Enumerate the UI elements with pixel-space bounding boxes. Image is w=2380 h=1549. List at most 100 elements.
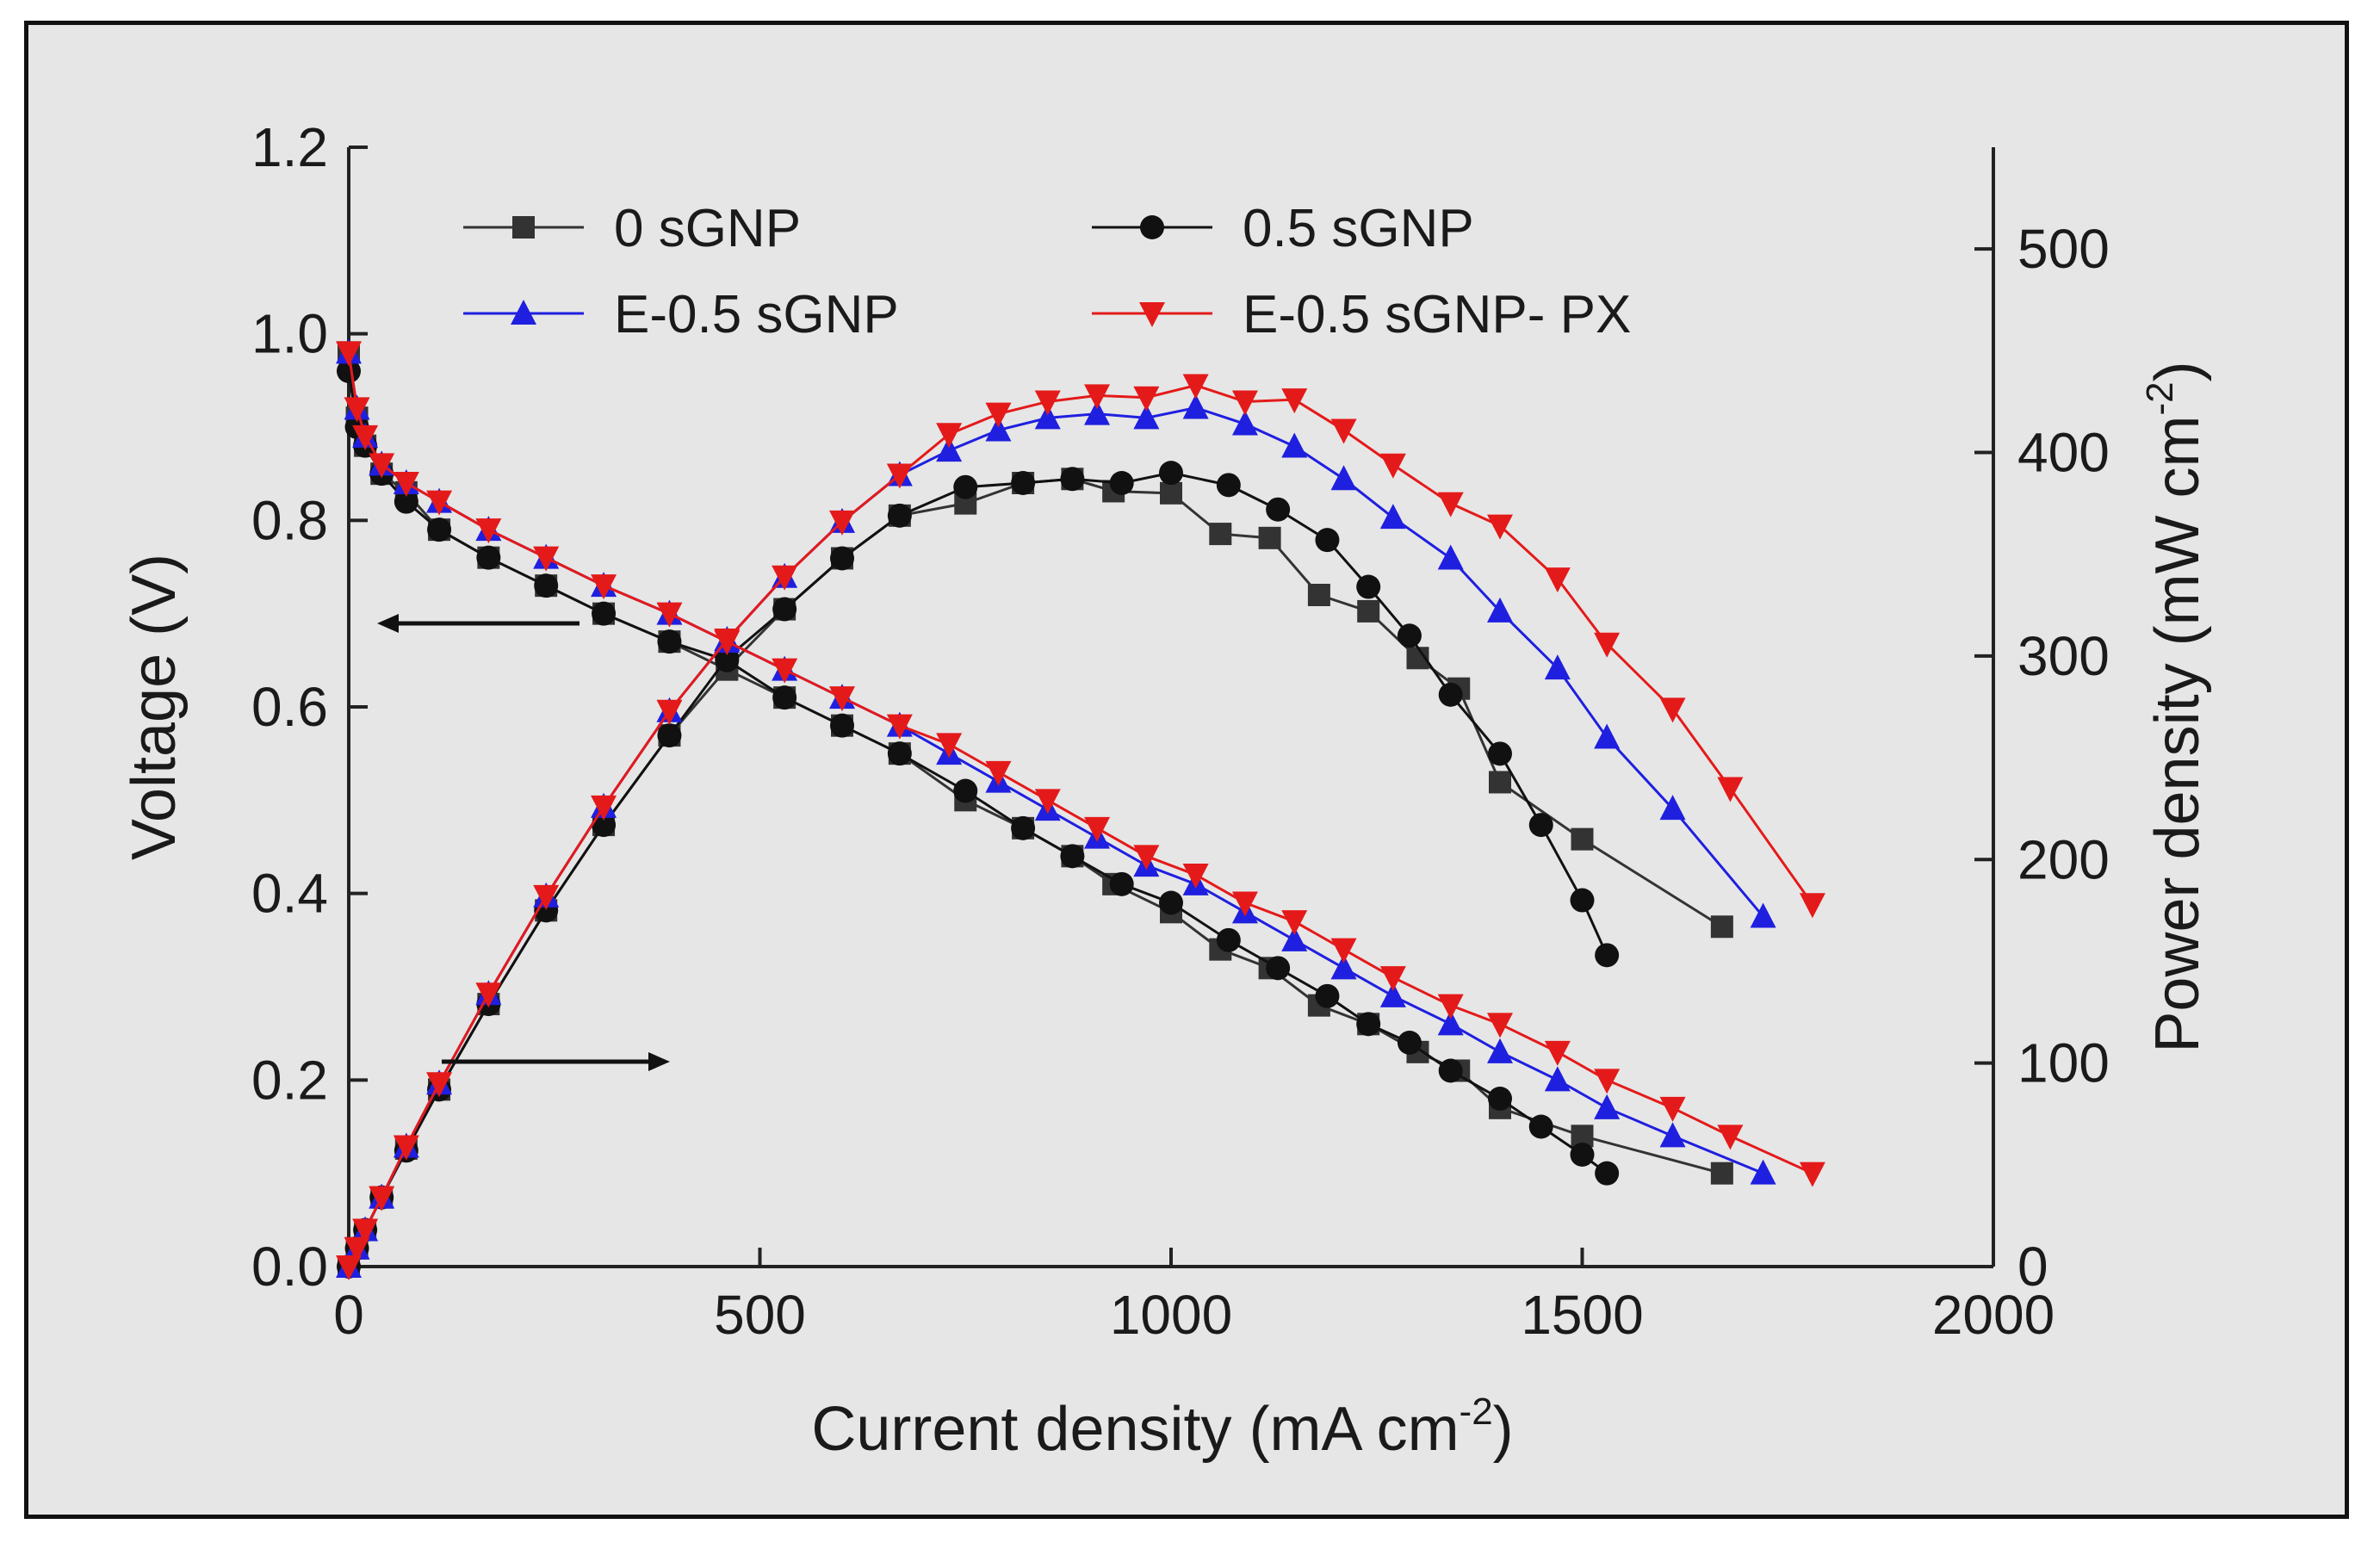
power-axis-arrow-head	[648, 1052, 670, 1071]
voltage-point	[886, 714, 913, 740]
legend-label: 0 sGNP	[614, 199, 801, 258]
voltage-point	[1159, 890, 1183, 915]
voltage-point	[591, 574, 617, 600]
power-point	[1231, 390, 1258, 416]
y-tick-label: 1.0	[251, 303, 328, 365]
power-point	[1750, 902, 1776, 928]
voltage-point	[1437, 994, 1464, 1019]
power-point	[1209, 523, 1232, 546]
legend-label: E-0.5 sGNP- PX	[1243, 285, 1631, 344]
voltage-point	[1488, 1087, 1512, 1111]
voltage-point	[953, 778, 978, 803]
power-point	[1356, 574, 1381, 599]
power-point	[1570, 888, 1595, 913]
voltage-point	[1379, 966, 1406, 992]
voltage-point	[829, 686, 855, 712]
power-point	[1717, 777, 1744, 802]
voltage-point	[533, 546, 560, 572]
y-axis-title: Voltage (V)	[120, 554, 189, 860]
legend: 0 sGNP 0.5 sGNP E-0.5 sGNP E-0.5 sGNP- PX	[463, 199, 1631, 344]
voltage-point	[1109, 871, 1134, 896]
voltage-point	[1750, 1159, 1776, 1185]
power-point	[1281, 432, 1308, 458]
y-tick-label: 0.6	[251, 676, 328, 738]
voltage-point	[1216, 927, 1241, 952]
series-1	[337, 359, 1620, 1279]
legend-marker	[511, 300, 536, 325]
power-point	[1160, 481, 1182, 505]
power-point	[336, 1255, 362, 1280]
chart-frame: 0 500 1000 1500 2000 0.0 0.2 0.4 0.6 0.8 1.0 1.2 0 10…	[24, 21, 2349, 1519]
power-point	[830, 546, 854, 571]
ticks-group: 0 500 1000 1500 2000 0.0 0.2 0.4 0.6 0.8 1.0 1.2 0 10…	[251, 116, 2110, 1346]
power-point	[1438, 682, 1463, 707]
y-tick-label: 0.8	[251, 489, 328, 551]
voltage-point	[1437, 1010, 1464, 1036]
power-point	[1060, 467, 1085, 492]
voltage-line	[347, 352, 1723, 1175]
y2-tick-label: 300	[2017, 625, 2110, 687]
power-point	[352, 1218, 379, 1244]
voltage-point	[656, 602, 683, 628]
series-2	[336, 338, 1776, 1278]
power-point	[475, 982, 502, 1008]
voltage-point	[352, 424, 379, 450]
y-tick-label: 0.0	[251, 1236, 328, 1298]
power-point	[985, 402, 1012, 428]
voltage-point	[1528, 1114, 1553, 1139]
power-point	[829, 510, 855, 536]
voltage-point	[1570, 1143, 1595, 1167]
power-point	[1544, 567, 1571, 593]
voltage-point	[1595, 1161, 1620, 1186]
voltage-point	[1397, 1031, 1422, 1055]
power-point	[936, 437, 963, 462]
voltage-point	[1594, 1094, 1621, 1119]
power-point	[1216, 473, 1241, 498]
power-line	[347, 477, 1723, 1267]
voltage-point	[427, 517, 452, 542]
voltage-point	[369, 453, 395, 479]
voltage-point	[1438, 1058, 1463, 1083]
power-line	[347, 406, 1764, 1267]
voltage-point	[394, 489, 418, 514]
power-point	[1397, 623, 1422, 648]
power-point	[953, 474, 978, 499]
voltage-point	[344, 397, 370, 423]
power-point	[1489, 771, 1511, 794]
power-point	[887, 503, 912, 528]
voltage-point	[1060, 844, 1085, 869]
voltage-point	[475, 518, 502, 544]
legend-marker	[1140, 215, 1164, 239]
power-point	[1133, 386, 1160, 412]
power-point	[533, 884, 560, 910]
power-point	[1133, 404, 1160, 430]
x-tick-label: 500	[714, 1284, 806, 1346]
legend-marker	[1139, 302, 1165, 327]
legend-marker	[512, 216, 535, 239]
chart-canvas: 0 500 1000 1500 2000 0.0 0.2 0.4 0.6 0.8 1.0 1.2 0 10…	[120, 116, 2212, 1464]
y2-tick-label: 0	[2017, 1236, 2048, 1298]
voltage-point	[1799, 1162, 1825, 1187]
x-axis-title: Current density (mA cm-2)	[811, 1391, 1513, 1464]
y2-tick-label: 400	[2017, 422, 2110, 484]
power-point	[1182, 393, 1209, 419]
voltage-point	[985, 760, 1012, 786]
power-point	[656, 699, 683, 725]
voltage-point	[1717, 1125, 1744, 1150]
y-tick-label: 1.2	[251, 116, 328, 178]
y2-tick-label: 500	[2017, 218, 2110, 280]
voltage-point	[936, 733, 963, 759]
power-point	[1011, 471, 1036, 495]
y2-tick-label: 100	[2017, 1032, 2110, 1094]
power-point	[369, 1186, 395, 1211]
y-tick-label: 0.2	[251, 1049, 328, 1111]
voltage-point	[426, 490, 453, 516]
power-point	[1437, 544, 1464, 570]
voltage-point	[476, 545, 501, 570]
y2-tick-label: 200	[2017, 828, 2110, 890]
power-point	[591, 795, 617, 821]
power-point	[1330, 465, 1357, 491]
voltage-point	[1182, 864, 1209, 889]
power-point	[1594, 632, 1621, 658]
voltage-axis-arrow-head	[377, 614, 399, 633]
